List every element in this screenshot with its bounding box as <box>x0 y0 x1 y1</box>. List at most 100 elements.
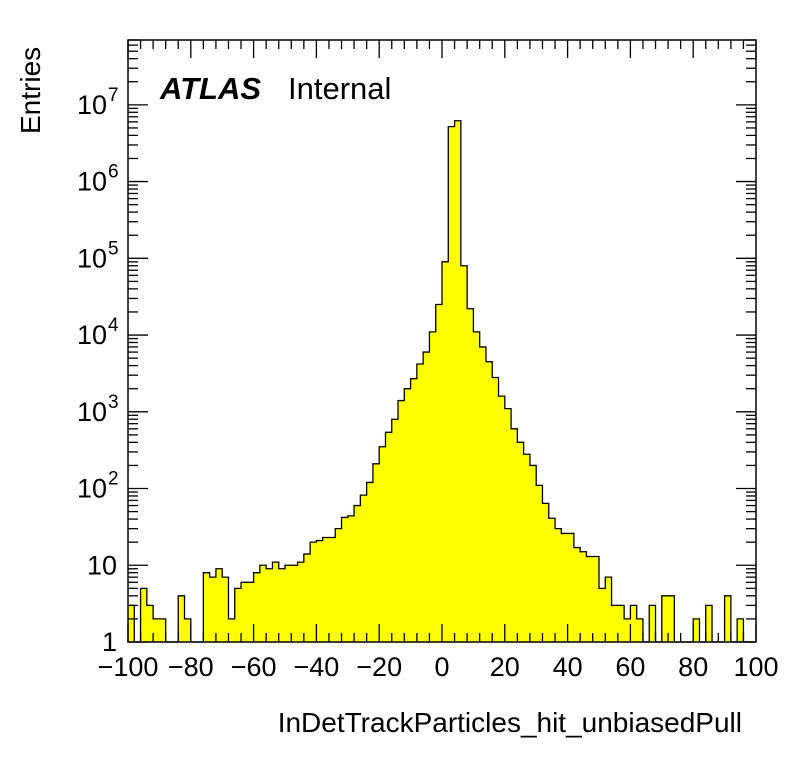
histogram-bin <box>617 605 625 642</box>
histogram-bin <box>567 533 575 642</box>
histogram-bin <box>278 568 286 642</box>
y-tick-exponent: 3 <box>108 392 119 413</box>
histogram-bin <box>372 463 380 642</box>
y-tick-label: 10 <box>77 243 107 273</box>
histogram-bin <box>649 605 656 642</box>
histogram-bin <box>310 542 317 642</box>
y-tick-label: 10 <box>87 550 117 580</box>
histogram-bin <box>517 442 525 642</box>
x-tick-label: −40 <box>293 652 339 682</box>
internal-label: Internal <box>288 71 391 106</box>
histogram-bin <box>561 533 568 642</box>
histogram-bin <box>285 565 292 642</box>
histogram-bin <box>366 482 374 642</box>
histogram-bin <box>184 618 192 642</box>
histogram-bin <box>442 261 449 642</box>
histogram-bin <box>555 528 562 642</box>
atlas-label: ATLAS <box>159 71 261 106</box>
histogram-bin <box>159 618 167 642</box>
histogram-bin <box>391 419 399 642</box>
histogram-bin <box>215 568 223 642</box>
histogram-bin <box>435 304 443 642</box>
histogram-outline <box>128 120 756 643</box>
histogram-bin <box>467 308 474 642</box>
histogram-bin <box>423 352 430 642</box>
histogram-bin <box>705 605 713 642</box>
histogram-bin <box>228 618 236 642</box>
histogram-bin <box>404 388 411 642</box>
histogram-bin <box>222 577 229 642</box>
histogram-bin <box>303 554 311 642</box>
histogram-bin <box>385 432 393 642</box>
histogram-bin <box>266 568 273 642</box>
histogram-bin <box>504 408 512 642</box>
histogram-bin <box>542 503 550 642</box>
histogram-bin <box>341 517 349 642</box>
histogram-bin <box>398 400 405 642</box>
histogram-bin <box>410 378 418 642</box>
histogram-bin <box>347 515 355 642</box>
y-tick-label: 10 <box>77 167 107 197</box>
x-tick-label: −100 <box>98 652 159 682</box>
histogram-bin <box>416 363 424 642</box>
histogram-bin <box>611 605 619 642</box>
histogram-bin <box>492 377 499 642</box>
histogram-bin <box>316 540 324 642</box>
histogram-bin <box>322 537 330 642</box>
histogram-bin <box>668 595 675 642</box>
y-tick-label: 10 <box>77 397 107 427</box>
y-tick-label: 10 <box>77 90 107 120</box>
histogram-bin <box>724 595 732 642</box>
histogram-bin <box>360 495 368 642</box>
x-tick-label: 0 <box>434 652 449 682</box>
histogram-bin <box>291 565 298 642</box>
x-axis-title: InDetTrackParticles_hit_unbiasedPull <box>278 707 742 738</box>
histogram-bin <box>573 547 581 642</box>
y-tick-exponent: 2 <box>108 469 119 490</box>
x-tick-label: −60 <box>231 652 277 682</box>
histogram-bin <box>693 618 700 642</box>
histogram-bin <box>511 428 518 642</box>
histogram-bin <box>548 518 556 642</box>
histogram-bin <box>448 126 455 642</box>
histogram-bin <box>485 361 493 642</box>
histogram-bin <box>429 331 437 642</box>
histogram-bin <box>203 572 211 642</box>
x-tick-label: 20 <box>490 652 520 682</box>
y-axis-title: Entries <box>15 47 46 134</box>
histogram-bin <box>259 565 267 642</box>
y-tick-exponent: 4 <box>108 315 119 336</box>
histogram-bin <box>605 577 612 642</box>
histogram-bin <box>178 595 185 642</box>
y-tick-exponent: 5 <box>108 238 119 259</box>
histogram-bin <box>536 485 543 642</box>
histogram-bin <box>241 582 248 642</box>
y-tick-label: 10 <box>77 320 107 350</box>
histogram-bin <box>479 346 487 642</box>
histogram-bin <box>473 331 481 642</box>
histogram-bin <box>737 618 744 642</box>
histogram-bin <box>379 446 386 642</box>
histogram-bin <box>498 396 506 642</box>
histogram-bin <box>636 618 644 642</box>
axis-ticks <box>127 39 757 643</box>
histogram-bin <box>128 605 135 642</box>
histogram-bin <box>523 454 531 642</box>
histogram-bin <box>599 588 606 642</box>
plot-frame <box>127 39 757 643</box>
histogram-bin <box>630 605 638 642</box>
histogram-bin <box>592 556 600 642</box>
x-tick-label: 40 <box>553 652 583 682</box>
histogram-bin <box>253 572 261 642</box>
histogram-bin <box>234 588 242 642</box>
x-tick-label: 60 <box>615 652 645 682</box>
x-tick-label: −20 <box>356 652 402 682</box>
histogram-bin <box>146 605 154 642</box>
histogram-bin <box>529 465 537 642</box>
histogram-bin <box>209 577 217 642</box>
histogram-bin <box>624 618 631 642</box>
histogram-bin <box>247 582 254 642</box>
histogram-bars <box>128 120 744 642</box>
y-tick-label: 1 <box>102 627 117 657</box>
